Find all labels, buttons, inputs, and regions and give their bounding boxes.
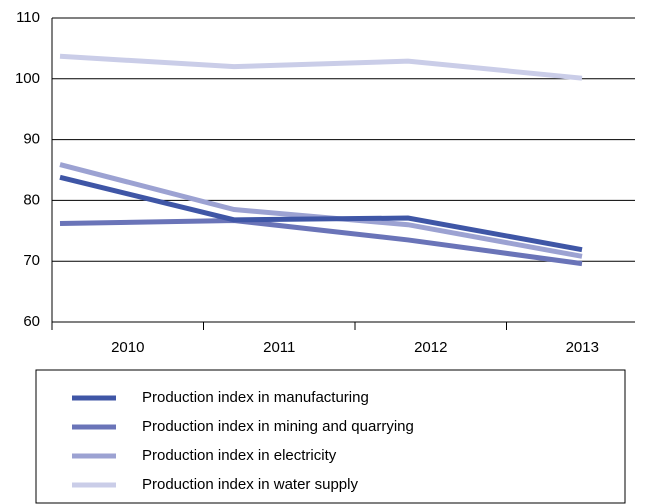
x-tick-label: 2012	[414, 339, 447, 356]
legend-label: Production index in water supply	[142, 476, 358, 493]
series-line	[59, 217, 583, 267]
y-tick-label: 70	[23, 252, 40, 269]
series-line	[59, 174, 583, 253]
legend-label: Production index in electricity	[142, 447, 337, 464]
legend-label: Production index in mining and quarrying	[142, 418, 414, 435]
y-tick-label: 80	[23, 191, 40, 208]
y-tick-label: 110	[16, 9, 40, 26]
legend-label: Production index in manufacturing	[142, 389, 369, 406]
x-tick-label: 2011	[263, 339, 295, 356]
y-tick-label: 60	[23, 313, 40, 330]
x-tick-label: 2013	[566, 339, 599, 356]
x-tick-label: 2010	[111, 339, 144, 356]
series-line	[59, 53, 583, 81]
series-line	[59, 162, 583, 259]
y-tick-label: 100	[15, 70, 40, 87]
legend-box	[35, 369, 626, 504]
y-tick-label: 90	[23, 131, 40, 148]
